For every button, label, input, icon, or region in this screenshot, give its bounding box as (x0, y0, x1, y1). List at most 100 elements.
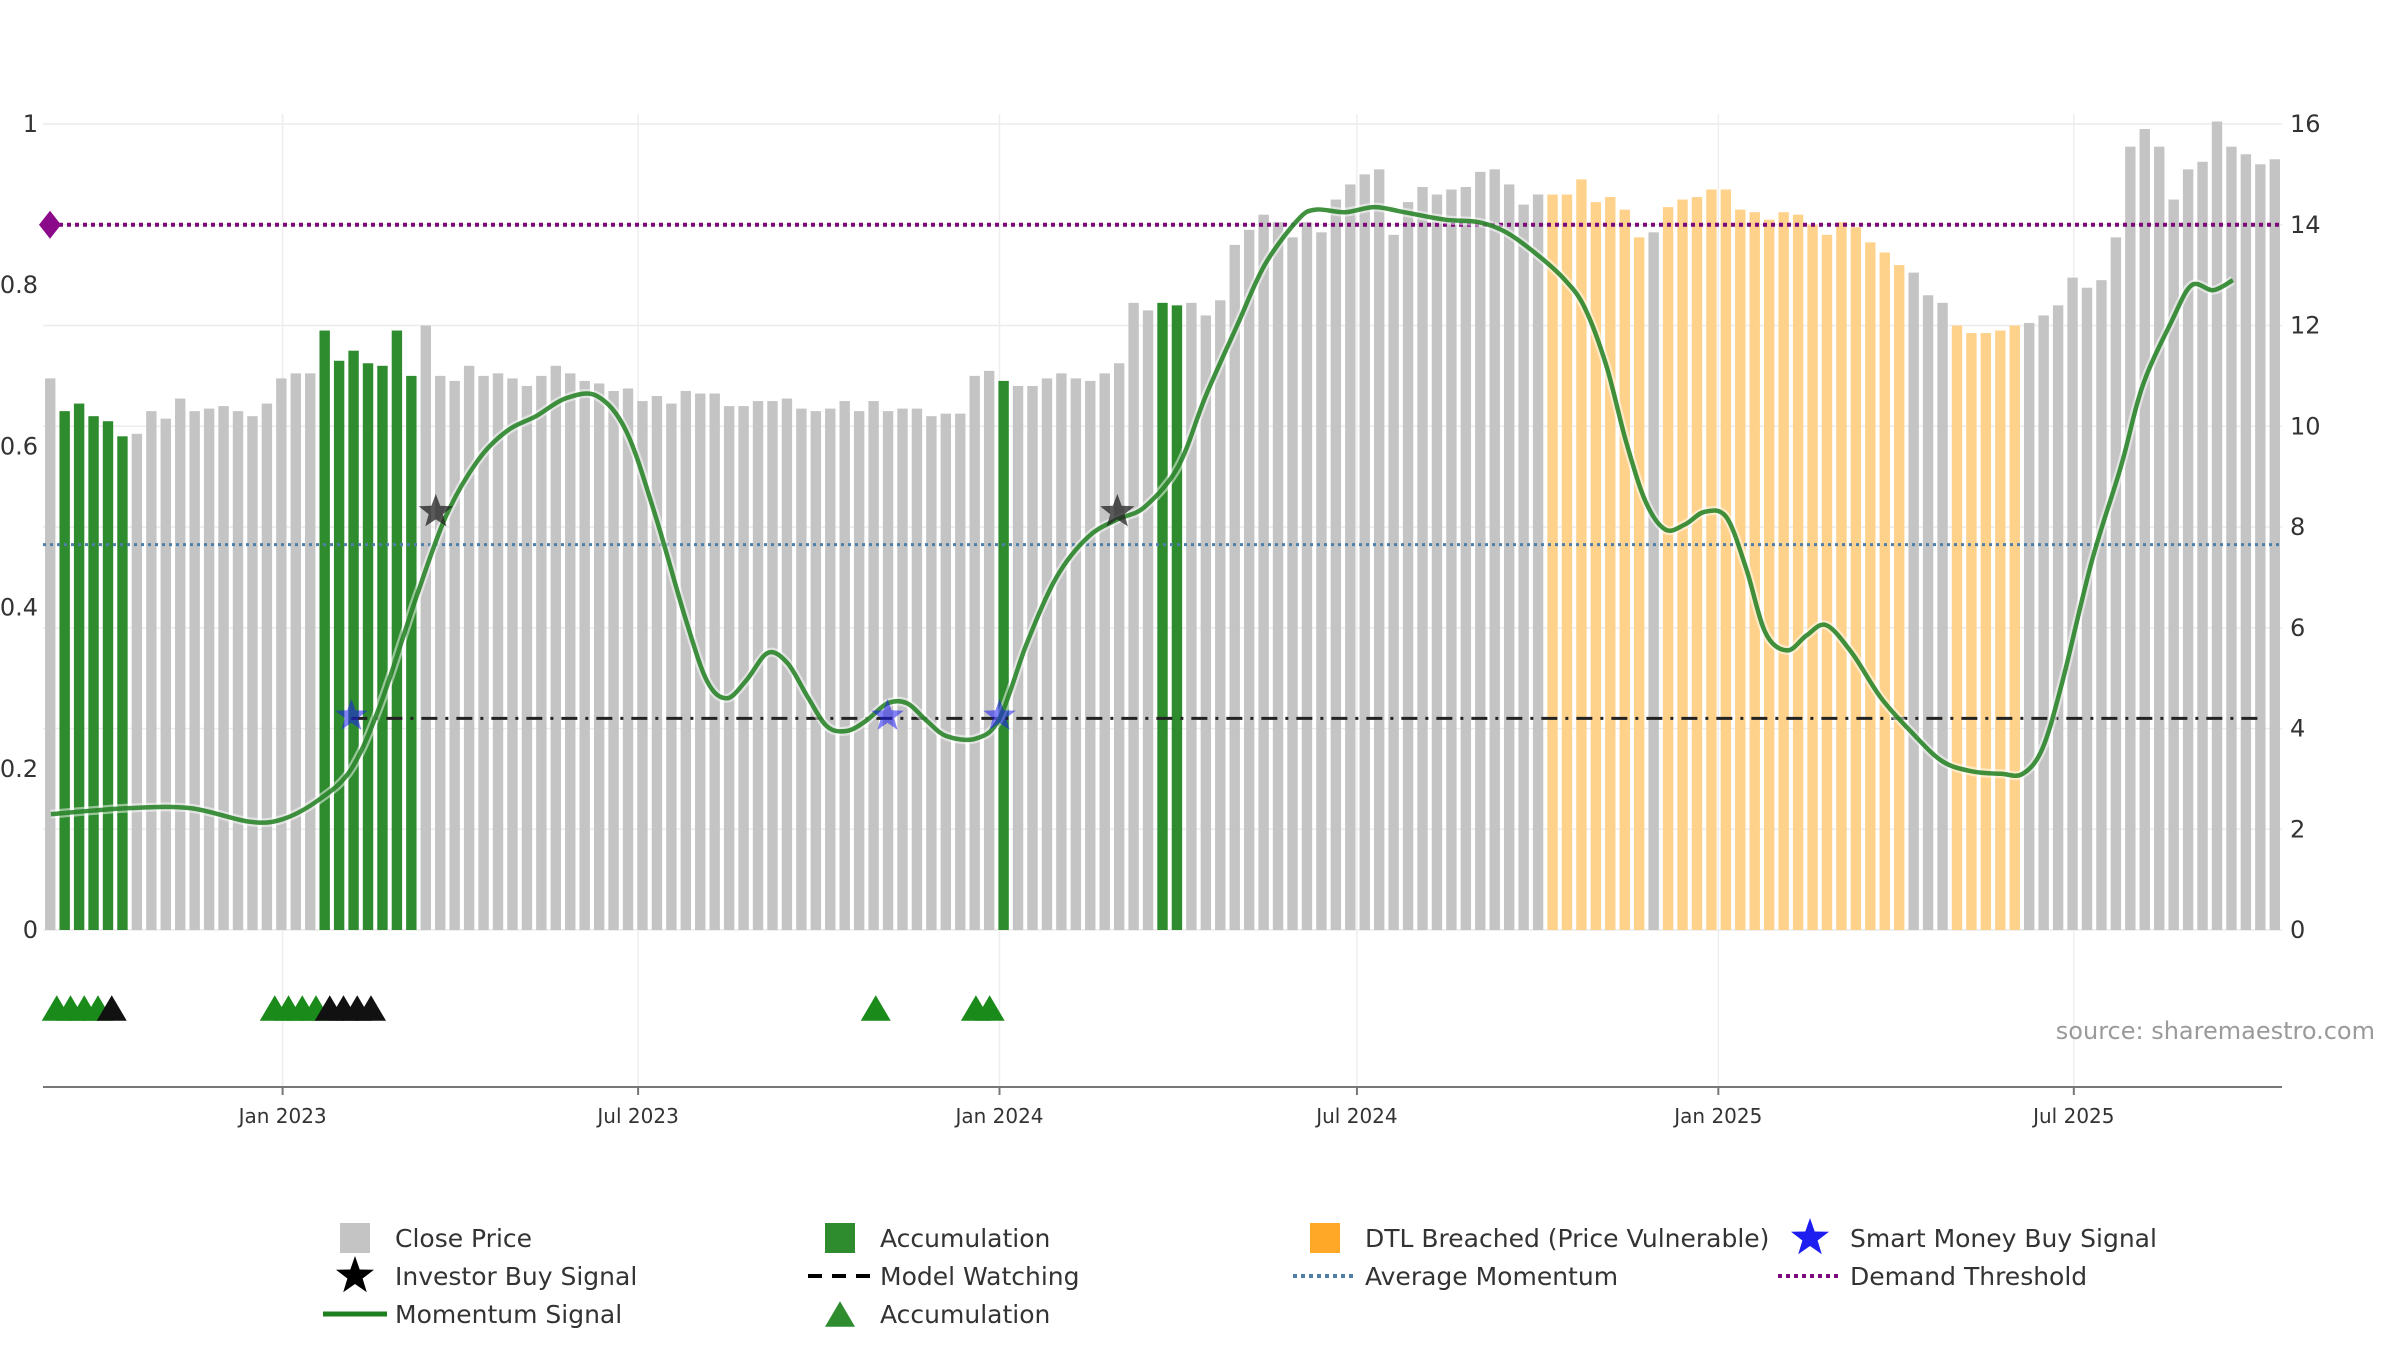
accumulation-bar (102, 421, 114, 930)
dtl-breached-bar (1633, 237, 1645, 931)
legend-label: Accumulation (880, 1300, 1050, 1329)
close-price-bar (796, 408, 807, 930)
close-price-bar (1388, 234, 1399, 930)
legend-item: Accumulation (825, 1300, 1050, 1329)
close-price-bar (276, 378, 287, 930)
close-price-bar (565, 373, 576, 930)
close-price-bar (810, 411, 822, 930)
investor-marker-triangle (96, 995, 127, 1021)
close-price-bar (1027, 385, 1038, 930)
x-tick-label: Jan 2024 (953, 1104, 1043, 1128)
dtl-breached-bar (1706, 189, 1717, 931)
legend-swatch-square (825, 1223, 855, 1253)
close-price-bar (1460, 186, 1472, 931)
dtl-breached-bar (1995, 330, 2006, 930)
y-right-tick-label: 10 (2290, 412, 2321, 440)
close-price-bar (1301, 222, 1313, 931)
close-price-bar (175, 398, 186, 930)
close-price-bar (1056, 373, 1067, 930)
dtl-breached-bar (1966, 333, 1977, 930)
legend-item: Investor Buy Signal (336, 1256, 637, 1293)
y-left-tick-label: 0.2 (0, 755, 38, 783)
close-price-bar (2255, 164, 2266, 931)
accumulation-bar (406, 375, 417, 931)
x-tick-label: Jan 2023 (237, 1104, 327, 1128)
close-price-bar (1402, 202, 1414, 930)
dtl-breached-bar (1792, 214, 1804, 930)
dtl-breached-bar (1865, 242, 1876, 930)
accumulation-bar (319, 330, 330, 930)
close-price-bar (1345, 184, 1356, 930)
legend: Close Price Accumulation DTL Breached (Pri… (323, 1218, 2157, 1329)
close-price-bar (1186, 302, 1197, 931)
accumulation-bar (59, 411, 70, 930)
close-price-bar (1142, 310, 1154, 930)
close-price-bar (2182, 169, 2194, 931)
smart-money-buy-star (335, 698, 368, 730)
dtl-breached-bar (1749, 212, 1760, 930)
close-price-bar (1200, 315, 1212, 930)
dtl-breached-bar (1605, 197, 1616, 931)
y-left-tick-label: 1 (23, 110, 38, 138)
close-price-bar (825, 408, 836, 930)
close-price-bar (868, 401, 879, 930)
accumulation-bar (73, 403, 85, 931)
y-right-tick-label: 2 (2290, 815, 2305, 843)
close-price-bar (2024, 322, 2035, 931)
accumulation-bar (88, 416, 99, 930)
close-price-bar (2211, 121, 2223, 931)
source-label: source: sharemaestro.com (2056, 1017, 2375, 1045)
close-price-bar (1243, 229, 1255, 931)
x-tick-label: Jan 2025 (1672, 1104, 1762, 1128)
accumulation-bar (333, 360, 345, 930)
y-right-tick-label: 4 (2290, 715, 2305, 743)
close-price-bar (2139, 129, 2150, 931)
x-tick-label: Jul 2025 (2031, 1104, 2114, 1128)
close-price-bar (709, 393, 720, 930)
close-price-bar (492, 373, 504, 930)
dtl-breached-bar (1894, 265, 1905, 930)
dtl-breached-bar (1662, 207, 1674, 930)
legend-swatch-triangle (825, 1301, 855, 1327)
close-price-bar (882, 411, 894, 930)
close-price-bar (189, 411, 200, 930)
close-price-bar (738, 406, 749, 931)
legend-label: Momentum Signal (395, 1300, 622, 1329)
legend-swatch-star (1791, 1218, 1829, 1255)
close-price-bar (435, 375, 446, 931)
close-price-bar (463, 365, 475, 930)
dtl-breached-bar (1764, 219, 1775, 930)
close-price-bar (608, 390, 619, 930)
close-price-bar (940, 413, 952, 930)
close-price-bar (232, 411, 244, 930)
legend-label: Investor Buy Signal (395, 1262, 637, 1291)
accumulation-marker-triangle (974, 995, 1005, 1021)
legend-label: Average Momentum (1365, 1262, 1618, 1291)
legend-item: Momentum Signal (323, 1300, 622, 1329)
legend-label: Smart Money Buy Signal (1850, 1224, 2157, 1253)
close-price-bar (247, 416, 258, 930)
y-left-tick-label: 0.4 (0, 594, 38, 622)
close-price-bar (1373, 169, 1385, 931)
close-price-bar (507, 378, 518, 930)
close-price-bar (1041, 378, 1053, 930)
legend-item: Model Watching (808, 1262, 1080, 1291)
close-price-bar (1287, 237, 1298, 931)
close-price-bar (536, 375, 547, 931)
dtl-breached-bar (1980, 333, 1992, 930)
close-price-bar (853, 411, 865, 930)
legend-item: Smart Money Buy Signal (1791, 1218, 2157, 1255)
close-price-bar (969, 375, 980, 931)
close-price-bar (926, 416, 937, 930)
close-price-bar (550, 365, 561, 930)
y-left-tick-label: 0.8 (0, 271, 38, 299)
signal-markers (335, 493, 1135, 730)
close-price-bar (2269, 159, 2280, 930)
dtl-breached-bar (1590, 202, 1602, 930)
smart-money-buy-star (871, 698, 904, 730)
close-price-bar (1085, 380, 1096, 930)
close-price-bar (1113, 363, 1125, 930)
close-price-bar (1229, 244, 1240, 930)
close-price-bar (2096, 280, 2107, 930)
